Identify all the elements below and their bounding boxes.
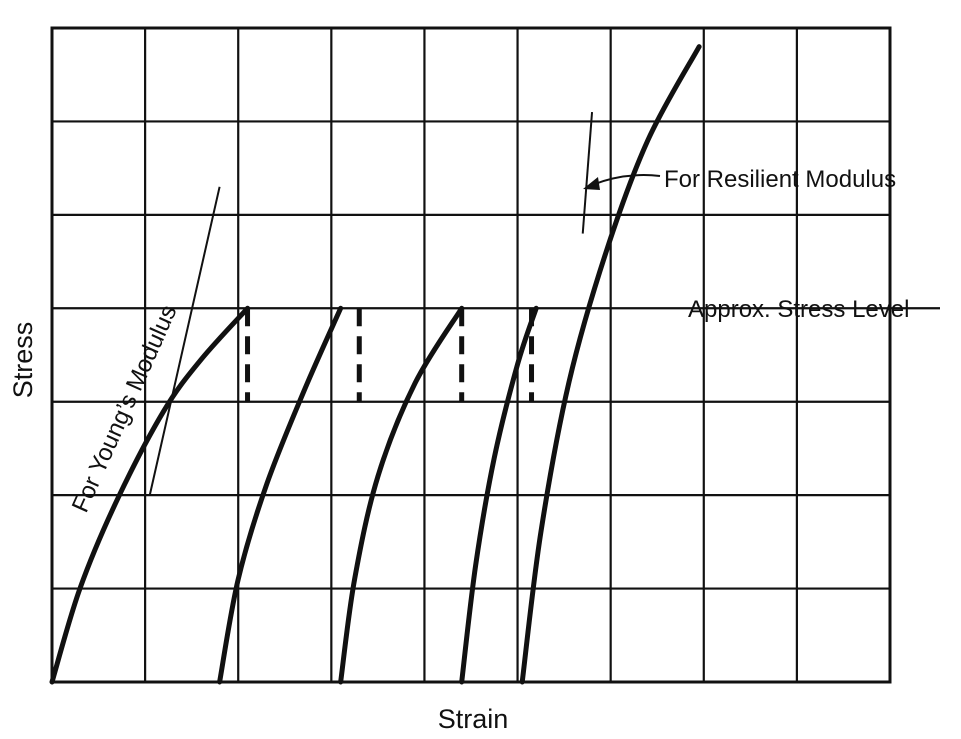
- tangent-line-2: [581, 112, 594, 234]
- loading-curve-1: [49, 305, 251, 685]
- loading-curve-5: [519, 44, 702, 685]
- resilient-modulus-label: For Resilient Modulus: [664, 166, 896, 193]
- loading-curve-3: [338, 305, 465, 685]
- resilient-arrow-leader: [591, 174, 661, 186]
- y-axis-label: Stress: [8, 322, 38, 399]
- tangent-lines: [148, 112, 594, 496]
- curves: [49, 44, 702, 685]
- plot-frame: [50, 26, 892, 684]
- grid: [52, 28, 940, 682]
- resilient-arrow-head: [583, 177, 600, 190]
- stress-level-label: Approx. Stress Level: [688, 296, 909, 323]
- loading-curve-4: [459, 305, 539, 685]
- tangent-line-1: [148, 186, 221, 496]
- x-axis-label: Strain: [438, 704, 509, 734]
- loading-curve-2: [217, 305, 344, 685]
